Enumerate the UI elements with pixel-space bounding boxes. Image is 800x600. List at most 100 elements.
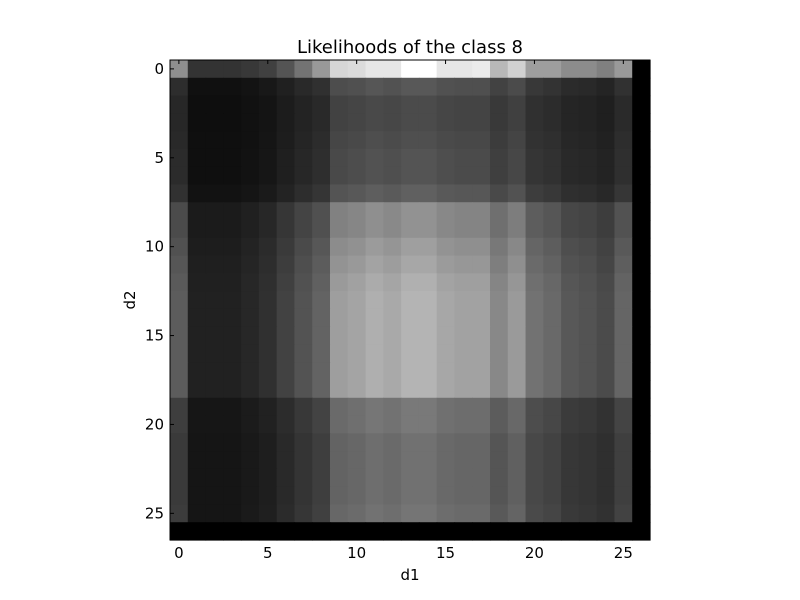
heatmap-cell <box>454 397 473 417</box>
heatmap-cell <box>418 77 438 97</box>
heatmap-cell <box>330 522 349 541</box>
heatmap-cell <box>170 433 189 452</box>
heatmap-cell <box>472 95 491 114</box>
heatmap-cell <box>258 433 278 452</box>
heatmap-cell <box>507 504 527 523</box>
heatmap-cell <box>614 308 633 328</box>
heatmap-cell <box>490 433 509 452</box>
heatmap-cell <box>543 362 562 381</box>
heatmap-cell <box>507 60 527 79</box>
heatmap-cell <box>276 433 296 452</box>
heatmap-cell <box>614 113 633 132</box>
heatmap-cell <box>632 255 651 274</box>
heatmap-cell <box>241 344 260 363</box>
heatmap-cell <box>401 77 420 97</box>
heatmap-cell <box>596 184 616 203</box>
heatmap-cell <box>330 95 349 114</box>
heatmap-cell <box>241 202 260 221</box>
heatmap-cell <box>205 415 224 434</box>
heatmap-cell <box>330 77 349 97</box>
heatmap-cell <box>401 451 420 470</box>
heatmap-cell <box>632 220 651 239</box>
heatmap-cell <box>312 308 331 328</box>
heatmap-cell <box>490 344 509 363</box>
heatmap-cell <box>241 77 260 97</box>
heatmap-cell <box>241 184 260 203</box>
heatmap-cell <box>170 291 189 310</box>
heatmap-cell <box>276 131 296 150</box>
heatmap-cell <box>543 184 562 203</box>
heatmap-cell <box>312 148 331 168</box>
heatmap-cell <box>418 220 438 239</box>
heatmap-cell <box>241 148 260 168</box>
heatmap-cell <box>596 522 616 541</box>
heatmap-cell <box>436 113 456 132</box>
heatmap-cell <box>187 166 207 186</box>
heatmap-cell <box>187 308 207 328</box>
heatmap-cell <box>276 522 296 541</box>
heatmap-cell <box>596 255 616 274</box>
heatmap-cell <box>241 451 260 470</box>
heatmap-cell <box>578 291 598 310</box>
heatmap-cell <box>561 522 580 541</box>
heatmap-cell <box>490 202 509 221</box>
heatmap-cell <box>543 380 562 399</box>
heatmap-cell <box>561 77 580 97</box>
heatmap-cell <box>205 308 224 328</box>
heatmap-cell <box>170 344 189 363</box>
heatmap-cell <box>578 131 598 150</box>
heatmap-cell <box>454 184 473 203</box>
heatmap-cell <box>347 397 367 417</box>
heatmap-cell <box>205 220 224 239</box>
heatmap-cell <box>472 77 491 97</box>
heatmap-cell <box>525 504 544 523</box>
heatmap-cell <box>312 451 331 470</box>
heatmap-cell <box>258 344 278 363</box>
heatmap-cell <box>276 237 296 257</box>
heatmap-cell <box>223 468 242 488</box>
heatmap-cell <box>312 326 331 346</box>
heatmap-cell <box>454 415 473 434</box>
heatmap-cell <box>187 397 207 417</box>
heatmap-cell <box>614 291 633 310</box>
heatmap-cell <box>490 95 509 114</box>
heatmap-cell <box>365 166 384 186</box>
heatmap-cell <box>596 113 616 132</box>
heatmap-cell <box>223 415 242 434</box>
heatmap-cell <box>312 380 331 399</box>
heatmap-cell <box>614 380 633 399</box>
heatmap-cell <box>543 273 562 292</box>
heatmap-cell <box>418 344 438 363</box>
heatmap-cell <box>170 486 189 506</box>
heatmap-cell <box>330 308 349 328</box>
heatmap-cell <box>330 148 349 168</box>
heatmap-cell <box>436 131 456 150</box>
heatmap-cell <box>294 273 313 292</box>
heatmap-cell <box>223 308 242 328</box>
heatmap-cell <box>418 273 438 292</box>
heatmap-cell <box>205 291 224 310</box>
heatmap-cell <box>401 202 420 221</box>
heatmap-cell <box>578 504 598 523</box>
heatmap-cell <box>632 486 651 506</box>
heatmap-cell <box>258 131 278 150</box>
heatmap-cell <box>205 486 224 506</box>
heatmap-cell <box>187 486 207 506</box>
heatmap-cell <box>490 113 509 132</box>
heatmap-cell <box>454 77 473 97</box>
heatmap-cell <box>436 166 456 186</box>
heatmap-cell <box>383 60 402 79</box>
heatmap-cell <box>401 184 420 203</box>
heatmap-cell <box>347 60 367 79</box>
heatmap-cell <box>365 326 384 346</box>
heatmap-cell <box>490 308 509 328</box>
heatmap-cell <box>383 326 402 346</box>
heatmap-cell <box>294 308 313 328</box>
heatmap-cell <box>507 433 527 452</box>
heatmap-cell <box>187 433 207 452</box>
heatmap-cell <box>330 113 349 132</box>
heatmap-cell <box>294 131 313 150</box>
heatmap-cell <box>436 344 456 363</box>
heatmap-cell <box>347 184 367 203</box>
heatmap-cell <box>187 95 207 114</box>
